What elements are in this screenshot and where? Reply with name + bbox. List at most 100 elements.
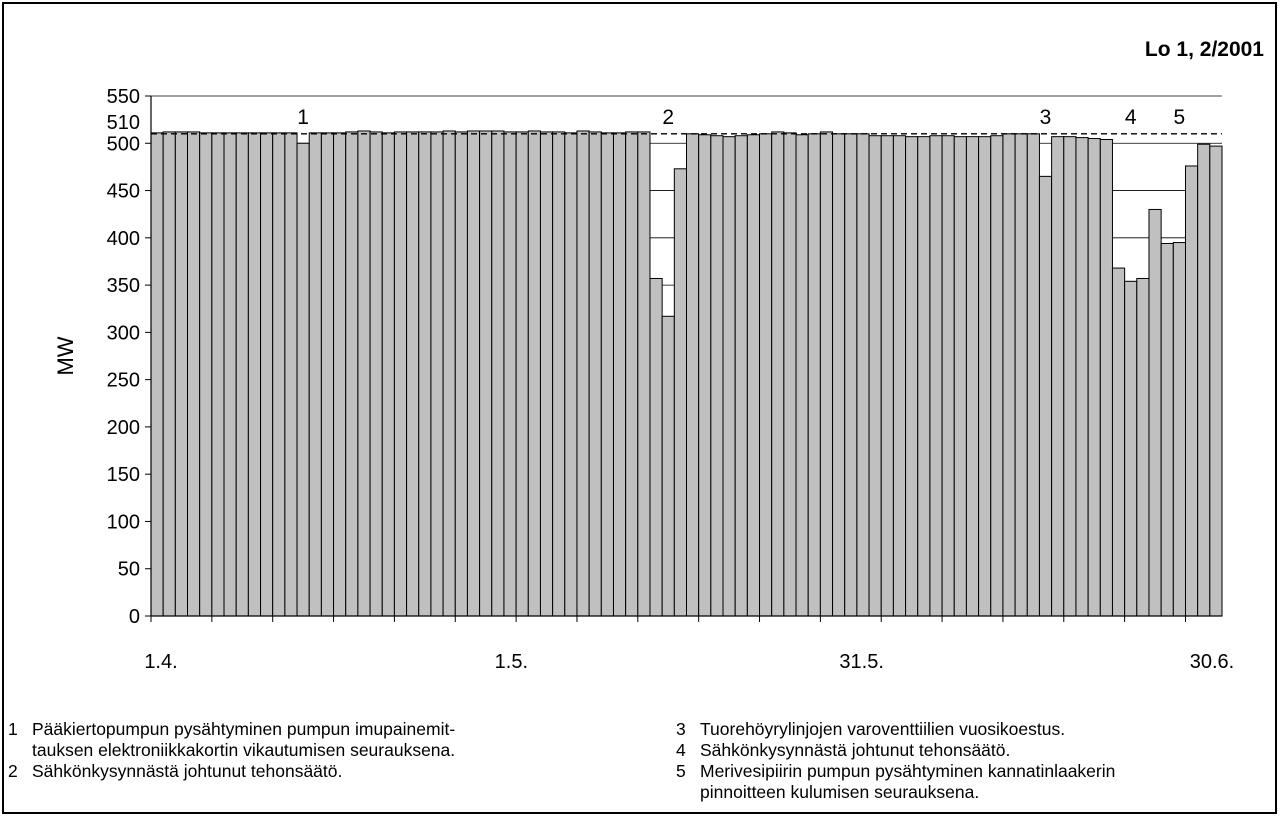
y-tick-label: 150 [107, 464, 140, 486]
bar [1197, 143, 1211, 617]
notes-right: 3 Tuorehöyrylinjojen varoventtiilien vuo… [676, 719, 1276, 803]
bar [673, 168, 687, 617]
bar [1172, 242, 1186, 617]
bar [199, 132, 213, 617]
notes-left: 1 Pääkiertopumpun pysähtyminen pumpun im… [8, 719, 648, 782]
note-number: 3 [676, 719, 686, 739]
event-marker: 2 [662, 106, 674, 129]
event-marker: 3 [1040, 106, 1052, 129]
y-tick-label: 450 [107, 181, 140, 203]
bar [296, 142, 310, 617]
bar [795, 134, 809, 617]
y-axis-label: MW [53, 336, 78, 375]
note-number: 4 [676, 740, 686, 760]
bar [527, 130, 541, 617]
bar [941, 135, 955, 617]
bar [345, 131, 359, 617]
bar [406, 131, 420, 617]
bar [162, 131, 176, 617]
bar [247, 132, 262, 617]
bar [235, 132, 249, 617]
x-tick-label: 1.4. [144, 651, 177, 673]
bar [929, 135, 943, 617]
bar [393, 131, 408, 617]
note-text-line: Tuorehöyrylinjojen varoventtiilien vuosi… [700, 719, 1066, 739]
bar [600, 132, 614, 617]
y-tick-label: 250 [107, 370, 140, 392]
x-tick-label: 31.5. [839, 651, 883, 673]
bar [515, 131, 529, 617]
bar [856, 133, 870, 617]
bar [260, 132, 274, 617]
bar [1014, 133, 1028, 617]
bar [1184, 165, 1199, 617]
bar [905, 136, 919, 617]
event-marker: 1 [297, 106, 309, 129]
bar [223, 132, 237, 617]
bar [174, 131, 189, 617]
note-number: 5 [676, 761, 686, 781]
bar [1209, 145, 1223, 617]
chart-title: Lo 1, 2/2001 [1144, 38, 1264, 61]
bar [710, 135, 724, 617]
bar [722, 136, 736, 617]
bar [1038, 175, 1053, 617]
note-4: 4 Sähkönkysynnästä johtunut tehonsäätö. [676, 740, 1276, 761]
bar [1063, 136, 1077, 617]
bar [892, 135, 907, 617]
note-text-line: pinnoitteen kulumisen seurauksena. [700, 782, 980, 802]
bar [576, 130, 590, 617]
bar [1148, 208, 1162, 617]
bar [759, 133, 773, 617]
bar [308, 132, 322, 617]
note-number: 1 [8, 719, 18, 739]
bar [466, 130, 481, 617]
bar [1087, 138, 1101, 617]
bar [649, 277, 663, 617]
bar [552, 131, 566, 617]
bar [442, 130, 456, 617]
note-text-line: Sähkönkysynnästä johtunut tehonsäätö. [700, 740, 1011, 760]
y-tick-label: 300 [107, 322, 140, 344]
bar [588, 131, 602, 617]
bar [539, 131, 554, 617]
bar [844, 133, 858, 617]
x-tick-label: 1.5. [495, 651, 528, 673]
bar [369, 131, 383, 617]
bar [612, 132, 627, 617]
bar [953, 136, 967, 617]
x-tick-label: 30.6. [1190, 651, 1234, 673]
bar [187, 131, 201, 617]
bar [868, 135, 882, 617]
y-tick-label: 50 [118, 559, 140, 581]
bar [150, 132, 164, 617]
bar [211, 132, 225, 617]
bar [1002, 133, 1016, 617]
note-text-line: tauksen elektroniikkakortin vikautumisen… [32, 740, 456, 760]
note-2: 2 Sähkönkysynnästä johtunut tehonsäätö. [8, 761, 648, 782]
note-1: 1 Pääkiertopumpun pysähtyminen pumpun im… [8, 719, 648, 761]
bar [978, 136, 992, 617]
bar [625, 131, 639, 617]
note-text-line: Pääkiertopumpun pysähtyminen pumpun imup… [32, 719, 456, 739]
note-text-line: Merivesipiirin pumpun pysähtyminen kanna… [700, 761, 1116, 781]
bar [418, 131, 432, 617]
bar [503, 131, 517, 617]
reference-label: 510 [107, 112, 140, 134]
event-marker: 4 [1125, 106, 1137, 129]
note-number: 2 [8, 761, 18, 781]
y-tick-label: 500 [107, 133, 140, 155]
bar [698, 134, 712, 617]
bar [491, 130, 505, 617]
bar [1026, 133, 1040, 617]
event-marker: 5 [1174, 106, 1186, 129]
bar [333, 132, 347, 617]
bar [479, 130, 493, 617]
bar [284, 132, 298, 617]
bar [454, 131, 468, 617]
bar [430, 131, 444, 617]
bar [746, 134, 761, 617]
bar [272, 132, 286, 617]
bar [320, 132, 335, 617]
